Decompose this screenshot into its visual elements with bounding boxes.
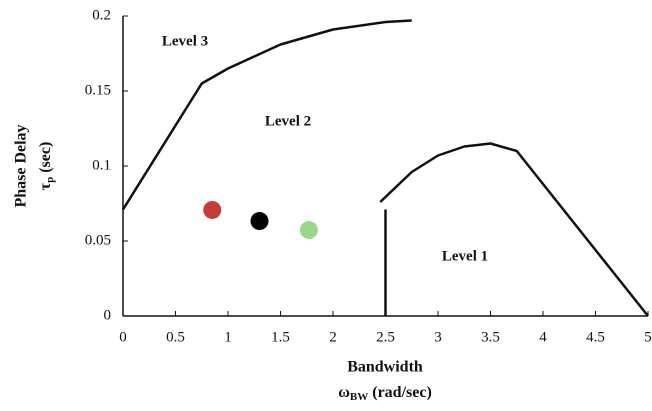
level-boundary — [379, 142, 649, 317]
y-tick-label: 0.15 — [85, 82, 111, 98]
x-axis-unit-line: ωBW (rad/sec) — [338, 384, 432, 403]
y-tick-label: 0 — [104, 307, 112, 323]
x-symbol-sub: BW — [350, 391, 368, 403]
x-tick-label: 3 — [434, 329, 442, 345]
x-tick-label: 5 — [644, 329, 652, 345]
x-tick-label: 2.5 — [376, 329, 395, 345]
y-tick-label: 0.2 — [92, 7, 111, 23]
x-tick-label: 0 — [119, 329, 127, 345]
x-tick-label: 1.5 — [271, 329, 290, 345]
y-axis-unit-line: τp (sec) — [37, 142, 56, 191]
y-symbol-sub: p — [44, 177, 56, 183]
data-point — [299, 221, 318, 240]
x-symbol: ω — [338, 384, 350, 401]
data-point — [203, 200, 222, 219]
x-unit: (rad/sec) — [372, 384, 432, 401]
x-tick-label: 0.5 — [166, 329, 185, 345]
level-label: Level 2 — [265, 113, 311, 129]
level-label: Level 3 — [162, 33, 208, 49]
x-tick-label: 4 — [539, 329, 547, 345]
x-axis-title: Bandwidth — [347, 359, 423, 376]
y-tick-label: 0.1 — [92, 157, 111, 173]
x-tick-label: 2 — [329, 329, 337, 345]
level-label: Level 1 — [442, 248, 488, 264]
y-unit: (sec) — [37, 142, 54, 173]
data-point — [250, 212, 269, 231]
x-tick-label: 1 — [224, 329, 232, 345]
y-axis-title: Phase Delay — [13, 124, 30, 207]
x-tick-label: 3.5 — [481, 329, 500, 345]
y-symbol: τ — [37, 182, 54, 190]
x-tick-label: 4.5 — [586, 329, 605, 345]
level-boundary — [121, 19, 412, 211]
y-tick-label: 0.05 — [85, 232, 111, 248]
